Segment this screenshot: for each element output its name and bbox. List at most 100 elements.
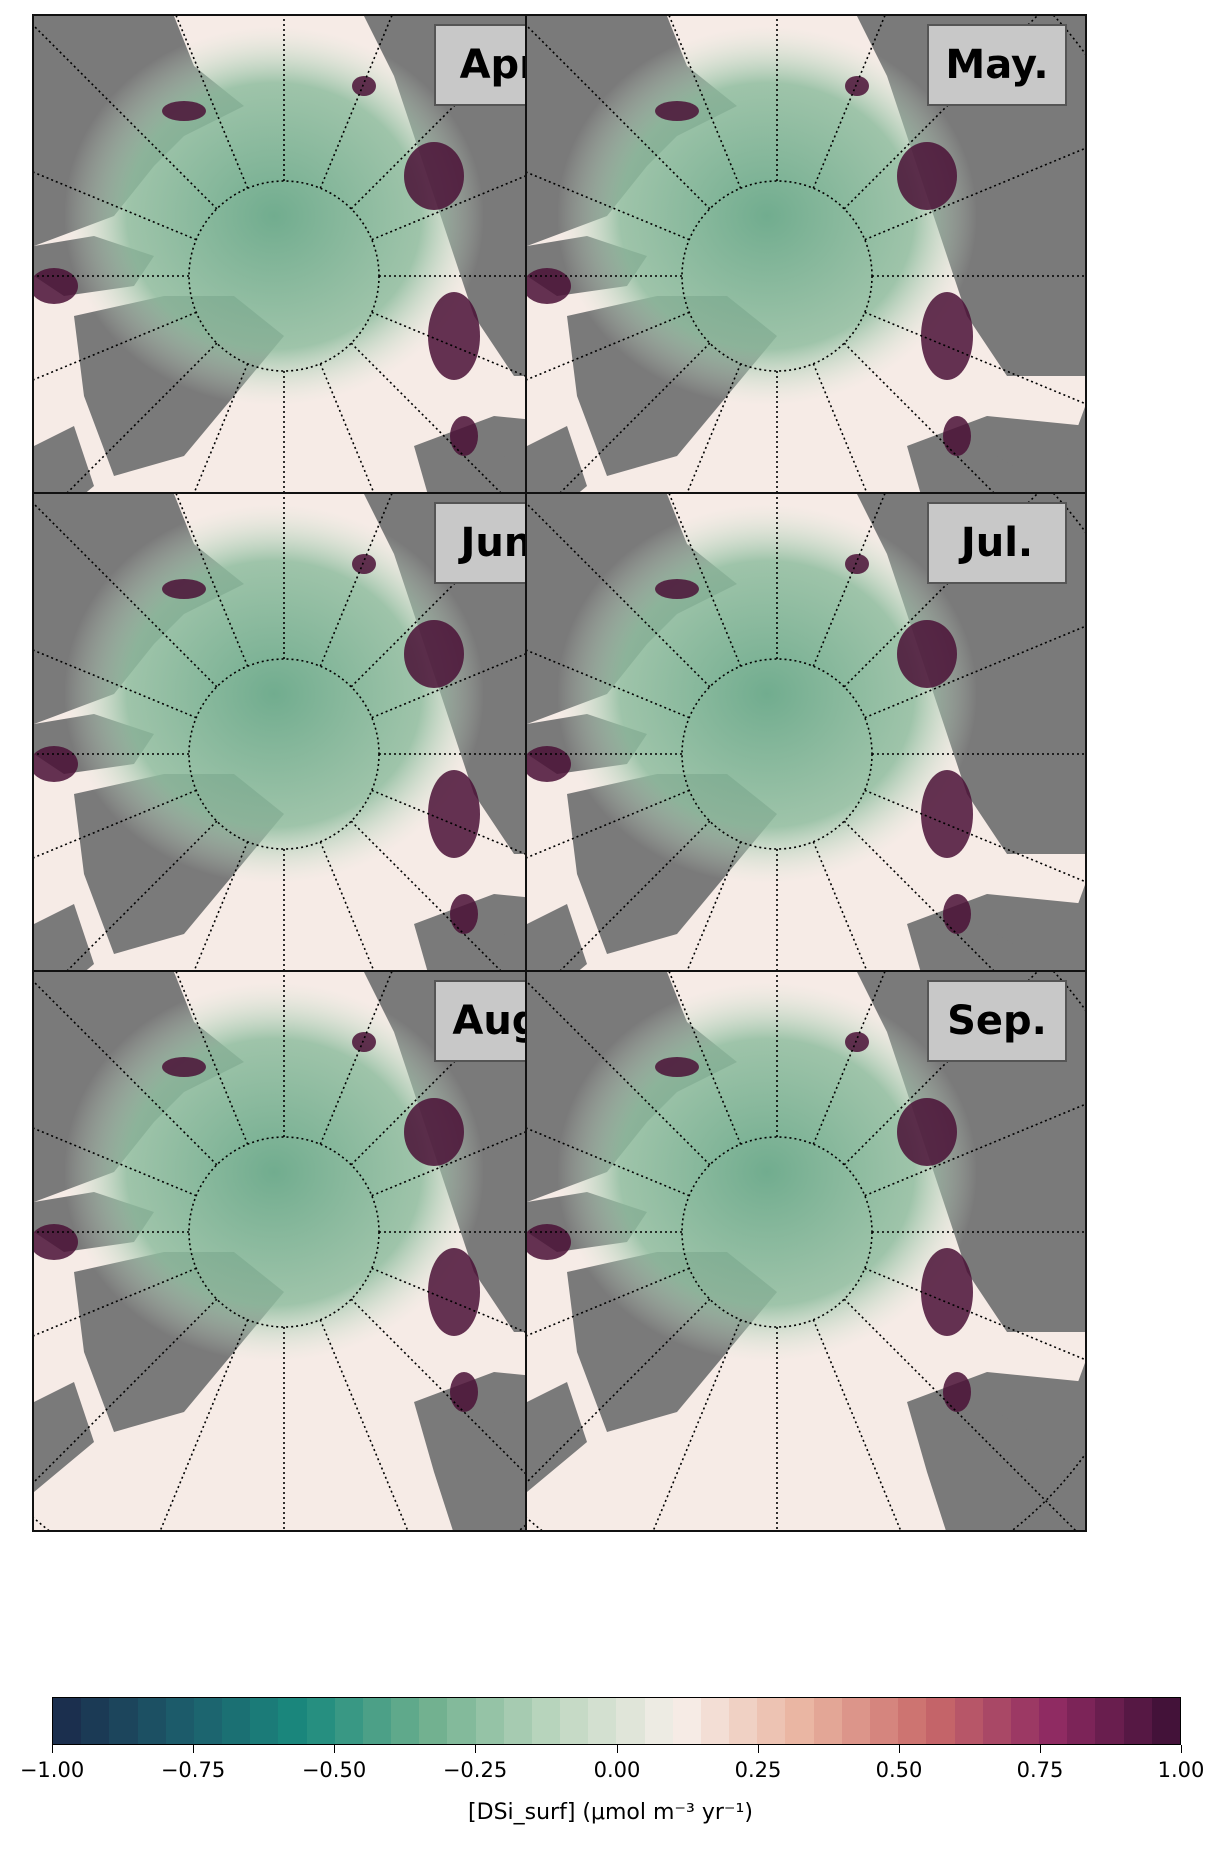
colorbar-bin: [785, 1698, 814, 1744]
meridian-line: [159, 1319, 249, 1530]
meridian-line: [812, 1319, 902, 1530]
colorbar-tick: [1040, 1745, 1041, 1753]
meridian-line: [175, 16, 249, 189]
colorbar-bin: [362, 1698, 392, 1744]
meridian-line: [350, 972, 546, 1166]
colorbar-bin: [334, 1698, 363, 1744]
map-panel-6: Sep.: [525, 970, 1087, 1532]
colorbar-tick: [617, 1745, 618, 1753]
meridian-line: [812, 363, 902, 574]
colorbar: [52, 1697, 1181, 1745]
meridian-line: [371, 789, 592, 883]
colorbar-bin: [898, 1698, 927, 1744]
meridian-line: [527, 24, 711, 210]
colorbar-tick: [899, 1745, 900, 1753]
meridian-line: [34, 820, 218, 1006]
arctic-ocean-anomaly: [557, 982, 977, 1362]
meridian-line: [34, 171, 197, 241]
coastal-hotspot-3: [527, 1224, 571, 1260]
meridian-line: [159, 363, 249, 574]
meridian-line: [812, 841, 902, 1052]
meridian-line: [371, 1267, 592, 1361]
land-mass-7: [997, 406, 1085, 486]
meridian-line: [350, 494, 546, 688]
arctic-map: [527, 972, 1085, 1530]
month-label: May.: [927, 24, 1067, 106]
meridian-line: [527, 649, 690, 719]
meridian-line: [527, 820, 711, 1006]
coastal-hotspot-3: [34, 268, 78, 304]
meridian-line: [668, 972, 742, 1145]
meridian-line: [319, 16, 393, 189]
meridian-line: [652, 1319, 742, 1530]
land-mass-7: [997, 884, 1085, 964]
coastal-hotspot-3: [527, 746, 571, 782]
colorbar-bin: [222, 1698, 251, 1744]
coastal-hotspot-6: [352, 76, 376, 96]
colorbar-bin: [869, 1698, 899, 1744]
coastal-hotspot-2: [428, 1248, 480, 1336]
meridian-line: [527, 980, 711, 1166]
land-mass-6: [527, 1382, 587, 1492]
colorbar-bin: [672, 1698, 701, 1744]
coastal-hotspot-4: [450, 894, 478, 934]
coastal-hotspot-4: [943, 1372, 971, 1412]
coastal-hotspot-4: [450, 416, 478, 456]
meridian-line: [350, 1298, 584, 1530]
meridian-line: [34, 980, 218, 1166]
meridian-line: [159, 841, 249, 1052]
arctic-map: [527, 16, 1085, 574]
coastal-hotspot-4: [943, 894, 971, 934]
meridian-line: [319, 1319, 409, 1530]
coastal-hotspot-4: [450, 1372, 478, 1412]
meridian-line: [843, 820, 1077, 1052]
colorbar-bin: [503, 1698, 532, 1744]
coastal-hotspot-6: [845, 1032, 869, 1052]
meridian-line: [843, 16, 1039, 210]
colorbar-bin: [560, 1698, 589, 1744]
meridian-line: [319, 972, 393, 1145]
colorbar-bin: [81, 1698, 110, 1744]
coastal-hotspot-6: [845, 76, 869, 96]
colorbar-bin: [757, 1698, 786, 1744]
meridian-line: [34, 1127, 197, 1197]
meridian-line: [34, 1298, 218, 1484]
meridian-line: [864, 789, 1085, 883]
arctic-map: [527, 494, 1085, 1052]
colorbar-bin: [1151, 1698, 1180, 1744]
meridian-line: [864, 311, 1085, 405]
colorbar-bin: [278, 1698, 307, 1744]
coastal-hotspot-1: [404, 620, 464, 688]
colorbar-tick-label: 1.00: [1157, 1758, 1205, 1782]
coastal-hotspot-6: [352, 554, 376, 574]
meridian-line: [812, 16, 886, 189]
meridian-line: [34, 1267, 197, 1337]
coastal-hotspot-3: [34, 1224, 78, 1260]
arctic-ocean-anomaly: [64, 26, 484, 406]
colorbar-bin: [729, 1698, 758, 1744]
meridian-line: [527, 342, 711, 528]
meridian-line: [864, 1267, 1085, 1361]
meridian-line: [350, 16, 546, 210]
meridian-line: [371, 1103, 592, 1197]
arctic-ocean-anomaly: [64, 504, 484, 884]
meridian-line: [34, 649, 197, 719]
colorbar-tick-label: 0.25: [734, 1758, 782, 1782]
map-panel-5: Aug.: [32, 970, 594, 1532]
map-panel-3: Jun.: [32, 492, 594, 1054]
coastal-hotspot-1: [897, 142, 957, 210]
meridian-line: [812, 494, 886, 667]
meridian-line: [527, 502, 711, 688]
meridian-line: [527, 1298, 711, 1484]
colorbar-bin: [588, 1698, 617, 1744]
meridian-line: [527, 311, 690, 381]
coastal-hotspot-6: [845, 554, 869, 574]
meridian-line: [350, 342, 584, 574]
month-label: Jul.: [927, 502, 1067, 584]
meridian-line: [319, 363, 409, 574]
colorbar-bin: [841, 1698, 870, 1744]
coastal-hotspot-3: [34, 746, 78, 782]
coastal-hotspot-5: [162, 579, 206, 599]
coastal-hotspot-2: [921, 1248, 973, 1336]
coastal-hotspot-1: [897, 1098, 957, 1166]
